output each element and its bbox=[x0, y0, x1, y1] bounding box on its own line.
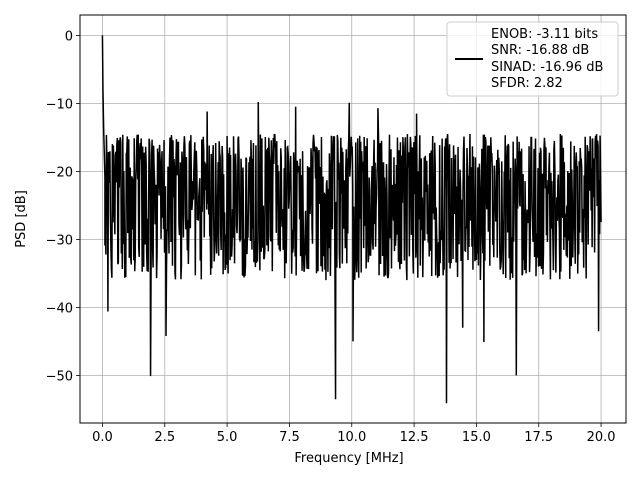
y-tick-label: −40 bbox=[46, 301, 73, 316]
x-axis-label: Frequency [MHz] bbox=[294, 451, 403, 466]
y-axis-label: PSD [dB] bbox=[14, 190, 29, 248]
data-series bbox=[101, 35, 602, 404]
y-tick-label: −50 bbox=[46, 369, 73, 384]
x-tick-label: 12.5 bbox=[400, 430, 429, 445]
legend: ENOB: -3.11 bits SNR: -16.88 dB SINAD: -… bbox=[446, 21, 619, 97]
legend-snr: SNR: -16.88 dB bbox=[491, 43, 589, 58]
psd-trace bbox=[101, 35, 602, 404]
x-tick-label: 10.0 bbox=[337, 430, 366, 445]
legend-sinad: SINAD: -16.96 dB bbox=[491, 60, 603, 75]
legend-enob: ENOB: -3.11 bits bbox=[491, 27, 598, 42]
x-tick-label: 20.0 bbox=[587, 430, 616, 445]
x-tick-label: 7.5 bbox=[279, 430, 300, 445]
y-tick-label: −30 bbox=[46, 233, 73, 248]
y-tick-label: −20 bbox=[46, 165, 73, 180]
legend-sfdr: SFDR: 2.82 bbox=[491, 76, 563, 91]
x-tick-label: 15.0 bbox=[462, 430, 491, 445]
y-tick-label: 0 bbox=[65, 29, 73, 44]
legend-box bbox=[446, 21, 619, 97]
x-tick-label: 2.5 bbox=[154, 430, 175, 445]
x-tick-label: 0.0 bbox=[92, 430, 113, 445]
x-tick-label: 17.5 bbox=[524, 430, 553, 445]
plot-frame bbox=[79, 14, 627, 424]
y-axis: 0 −10 −20 −30 −40 −50 bbox=[46, 29, 80, 384]
x-axis: 0.0 2.5 5.0 7.5 10.0 12.5 15.0 17.5 20.0 bbox=[92, 423, 616, 445]
x-tick-label: 5.0 bbox=[217, 430, 238, 445]
y-tick-label: −10 bbox=[46, 97, 73, 112]
